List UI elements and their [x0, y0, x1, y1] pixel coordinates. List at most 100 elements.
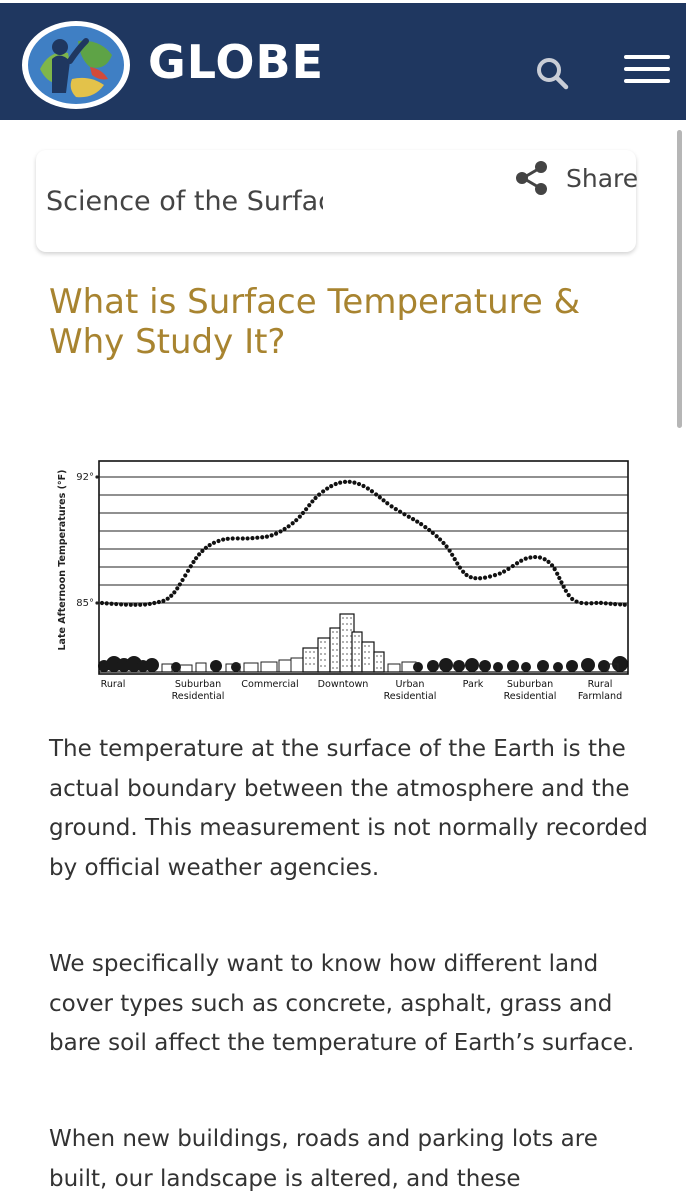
data-point: [542, 557, 547, 562]
search-icon[interactable]: [532, 53, 572, 93]
tree-shape: [439, 658, 453, 672]
data-point: [566, 593, 571, 598]
share-button[interactable]: Share: [514, 158, 638, 198]
data-point: [225, 536, 230, 541]
y-tick-mark: [95, 601, 99, 605]
data-point: [557, 575, 562, 581]
tree-shape: [553, 662, 563, 672]
x-category-label: Suburban Residential: [504, 679, 557, 702]
building-shape: [161, 663, 173, 673]
data-point: [245, 536, 250, 541]
data-point: [552, 567, 557, 572]
share-label: Share: [566, 163, 639, 193]
data-point: [300, 510, 306, 516]
building-shape: [373, 651, 385, 673]
data-point: [128, 602, 133, 607]
tree-shape: [210, 660, 222, 672]
data-point: [393, 507, 398, 512]
data-point: [290, 521, 295, 526]
data-point: [622, 602, 627, 607]
data-point: [191, 559, 196, 565]
data-point: [143, 602, 148, 607]
data-point: [321, 489, 326, 494]
data-point: [194, 556, 199, 561]
data-point: [455, 561, 460, 566]
data-point: [546, 559, 551, 564]
tree-shape: [537, 660, 549, 672]
share-icon: [516, 161, 547, 195]
data-point: [497, 571, 502, 576]
building-shape: [179, 664, 193, 673]
data-point: [434, 534, 439, 539]
data-point: [207, 542, 212, 548]
data-point: [342, 479, 348, 484]
data-point: [365, 486, 370, 491]
building-shape: [260, 661, 278, 673]
tree-shape: [521, 662, 531, 672]
data-point: [152, 600, 157, 606]
tree-shape: [413, 662, 423, 672]
data-point: [240, 536, 245, 541]
data-point: [579, 600, 584, 606]
brand-name[interactable]: GLOBE: [148, 35, 325, 89]
data-point: [361, 483, 366, 489]
data-point: [419, 522, 424, 527]
data-point: [307, 503, 312, 508]
page-title: What is Surface Temperature & Why Study …: [49, 282, 581, 362]
data-point: [260, 535, 265, 540]
data-point: [338, 480, 343, 485]
tree-shape: [465, 658, 479, 672]
tree-shape: [427, 660, 439, 672]
x-category-label-line: Residential: [172, 691, 225, 702]
surface-temperature-chart: Late Afternoon Temperatures (°F) 92° 85°…: [57, 460, 629, 702]
data-point: [389, 504, 394, 509]
building-shape: [317, 637, 331, 673]
data-point: [385, 501, 390, 506]
data-point: [230, 536, 235, 541]
data-point: [457, 565, 463, 570]
data-point: [450, 552, 455, 557]
data-point: [333, 481, 338, 487]
tree-shape: [566, 660, 578, 672]
x-category-label: Park: [463, 679, 484, 690]
data-point: [313, 495, 318, 501]
data-point: [294, 518, 299, 523]
data-point: [374, 492, 379, 497]
data-point: [347, 479, 352, 484]
data-point: [482, 575, 488, 580]
data-point: [598, 600, 604, 605]
data-point: [109, 601, 114, 606]
building-shape: [278, 659, 292, 673]
data-point: [594, 600, 599, 606]
data-point: [410, 517, 416, 522]
data-point: [444, 544, 449, 549]
data-point: [427, 527, 432, 533]
data-point: [528, 555, 533, 560]
temperature-series: [99, 479, 627, 607]
building-shape: [302, 647, 320, 673]
building-shape: [361, 641, 375, 673]
data-point: [537, 555, 543, 560]
data-point: [563, 588, 568, 593]
x-category-label-line: Residential: [504, 691, 557, 702]
data-point: [197, 552, 202, 557]
data-point: [250, 535, 255, 541]
data-point: [255, 535, 260, 540]
x-category-label-line: Suburban: [175, 679, 221, 690]
data-point: [506, 566, 511, 572]
data-point: [138, 602, 143, 607]
data-point: [273, 531, 279, 536]
hamburger-menu-icon[interactable]: [624, 55, 670, 85]
data-point: [510, 563, 515, 569]
city-skyline-illustration: [98, 613, 628, 673]
data-point: [447, 548, 452, 553]
data-point: [549, 563, 555, 568]
breadcrumb-current[interactable]: Science of the Surface: [46, 186, 323, 217]
globe-logo-icon[interactable]: [20, 19, 132, 111]
y-axis-label: Late Afternoon Temperatures (°F): [57, 469, 68, 650]
scrollbar-thumb[interactable]: [677, 130, 682, 428]
data-point: [377, 495, 382, 500]
tree-shape: [598, 660, 610, 672]
tree-shape: [507, 660, 519, 672]
data-point: [133, 602, 138, 607]
